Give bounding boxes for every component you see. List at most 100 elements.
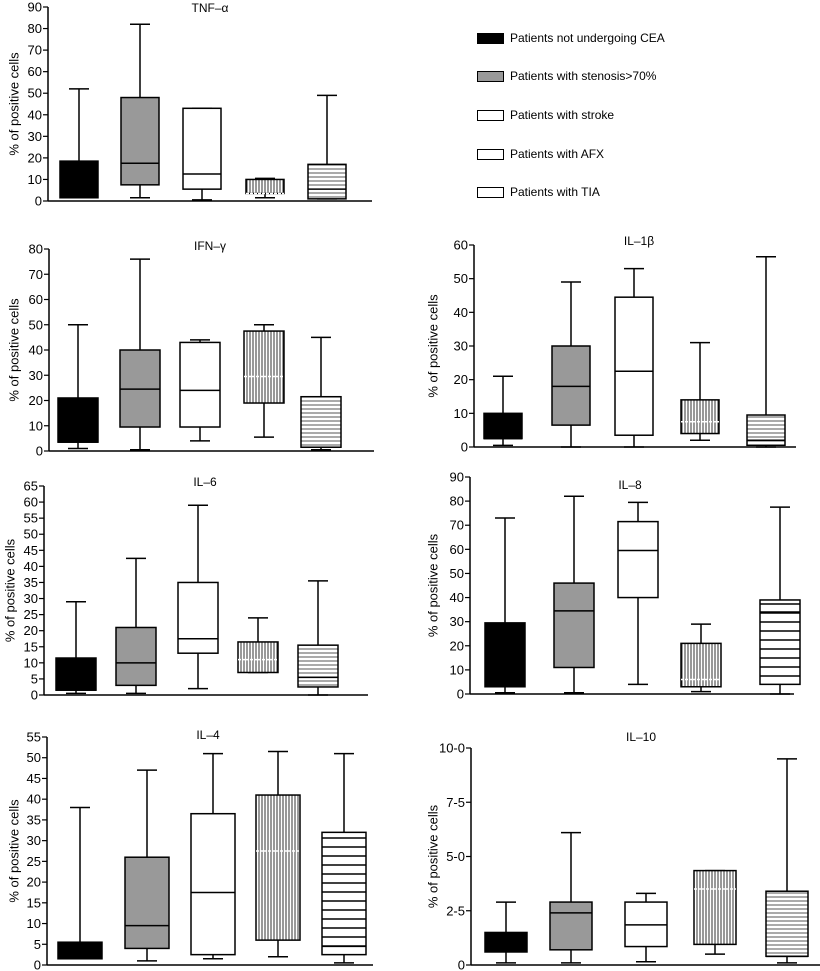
legend-label: Patients not undergoing CEA bbox=[510, 31, 665, 45]
legend-swatch bbox=[477, 110, 504, 121]
panel-title: IL–4 bbox=[196, 728, 220, 742]
box-not-undergoing-cea bbox=[484, 517, 526, 694]
y-tick-label: 15 bbox=[24, 639, 38, 654]
iqr-box bbox=[243, 330, 285, 404]
iqr-box bbox=[549, 901, 593, 951]
panel-title: IL–1β bbox=[624, 234, 654, 248]
iqr-box bbox=[182, 107, 222, 190]
y-tick-label: 45 bbox=[24, 543, 38, 558]
iqr-box bbox=[245, 178, 285, 195]
box-afx bbox=[237, 617, 279, 674]
iqr-box bbox=[551, 345, 591, 426]
panel-il6: IL–6 % of positive cells 0 5101520253035404… bbox=[3, 475, 368, 703]
iqr-box bbox=[120, 96, 160, 186]
y-tick-label: 80 bbox=[29, 242, 43, 257]
box-not-undergoing-cea bbox=[484, 901, 528, 964]
box-tia bbox=[321, 752, 367, 964]
legend-label: Patients with AFX bbox=[510, 147, 605, 161]
legend-swatch bbox=[477, 187, 504, 198]
panel-title: IL–10 bbox=[626, 730, 656, 744]
y-tick-label: 0 bbox=[35, 194, 42, 209]
y-tick-label: 0 bbox=[34, 958, 41, 971]
box-stenosis bbox=[115, 557, 157, 695]
iqr-box bbox=[124, 856, 170, 950]
iqr-box bbox=[765, 890, 809, 958]
y-axis-label: % of positive cells bbox=[7, 298, 22, 402]
y-tick-label: 40 bbox=[454, 305, 468, 320]
box-stenosis bbox=[120, 23, 160, 199]
y-tick-label: 10 bbox=[29, 418, 43, 433]
box-stroke bbox=[614, 267, 654, 448]
box-not-undergoing-cea bbox=[57, 324, 99, 450]
iqr-box bbox=[55, 657, 97, 691]
iqr-box bbox=[237, 641, 279, 674]
iqr-box bbox=[57, 941, 103, 960]
y-tick-label: 55 bbox=[27, 730, 41, 745]
y-tick-label: 0 bbox=[36, 444, 43, 459]
iqr-box bbox=[307, 163, 347, 200]
y-tick-label: 60 bbox=[29, 292, 43, 307]
box-not-undergoing-cea bbox=[55, 601, 97, 695]
y-tick-label: 45 bbox=[27, 771, 41, 786]
box-tia bbox=[759, 506, 801, 695]
box-stroke bbox=[617, 501, 659, 686]
y-tick-label: 5-0 bbox=[446, 849, 465, 864]
box-not-undergoing-cea bbox=[483, 375, 523, 447]
legend-swatch bbox=[477, 33, 504, 44]
y-axis-label: % of positive cells bbox=[426, 294, 441, 398]
box-not-undergoing-cea bbox=[57, 806, 103, 960]
panel-ifn: IFN–γ % of positive cells 0 10 20 30 40 50 60 70 8… bbox=[7, 239, 374, 459]
y-tick-label: 20 bbox=[29, 393, 43, 408]
y-tick-label: 40 bbox=[29, 343, 43, 358]
panel-il8: IL–8 % of positive cells 0 10 20 30 40 50 60 70 80… bbox=[426, 470, 801, 702]
y-axis-label: % of positive cells bbox=[426, 533, 441, 637]
y-axis-label: % of positive cells bbox=[3, 538, 18, 642]
box-afx bbox=[680, 341, 720, 442]
y-axis-label: % of positive cells bbox=[7, 52, 22, 156]
box-tia bbox=[746, 256, 786, 448]
box-stenosis bbox=[549, 831, 593, 964]
y-tick-label: 2-5 bbox=[446, 903, 465, 918]
y-tick-label: 40 bbox=[28, 107, 42, 122]
y-tick-label: 20 bbox=[24, 623, 38, 638]
iqr-box bbox=[300, 395, 342, 448]
y-tick-label: 40 bbox=[450, 590, 464, 605]
iqr-box bbox=[115, 626, 157, 687]
y-tick-label: 60 bbox=[24, 495, 38, 510]
y-tick-label: 50 bbox=[24, 527, 38, 542]
y-tick-label: 40 bbox=[27, 792, 41, 807]
box-stenosis bbox=[553, 495, 595, 694]
iqr-box bbox=[179, 341, 221, 428]
box-tia bbox=[297, 580, 339, 696]
box-stenosis bbox=[551, 281, 591, 448]
iqr-box bbox=[693, 869, 737, 946]
box-tia bbox=[765, 758, 809, 964]
y-tick-label: 5 bbox=[31, 671, 38, 686]
box-stenosis bbox=[124, 769, 170, 962]
iqr-box bbox=[57, 397, 99, 443]
y-tick-label: 55 bbox=[24, 511, 38, 526]
box-stroke bbox=[179, 339, 221, 442]
y-axis-label: % of positive cells bbox=[426, 804, 441, 908]
legend-swatch bbox=[477, 71, 504, 82]
legend-label: Patients with stroke bbox=[510, 108, 615, 122]
y-tick-label: 50 bbox=[450, 566, 464, 581]
y-axis-label: % of positive cells bbox=[7, 799, 22, 903]
panel-title: IL–6 bbox=[193, 475, 217, 489]
box-stroke bbox=[624, 892, 668, 963]
box-afx bbox=[680, 623, 722, 693]
y-tick-label: 80 bbox=[28, 21, 42, 36]
y-tick-label: 20 bbox=[28, 150, 42, 165]
panel-title: IFN–γ bbox=[194, 239, 226, 253]
y-tick-label: 50 bbox=[27, 750, 41, 765]
box-afx bbox=[243, 324, 285, 438]
y-tick-label: 25 bbox=[27, 854, 41, 869]
y-tick-label: 90 bbox=[450, 470, 464, 485]
y-tick-label: 0 bbox=[457, 687, 464, 702]
panel-title: IL–8 bbox=[618, 478, 642, 492]
y-tick-label: 10 bbox=[24, 655, 38, 670]
y-tick-label: 0 bbox=[458, 958, 465, 971]
y-tick-label: 7-5 bbox=[446, 795, 465, 810]
iqr-box bbox=[553, 582, 595, 669]
box-afx bbox=[255, 750, 301, 958]
